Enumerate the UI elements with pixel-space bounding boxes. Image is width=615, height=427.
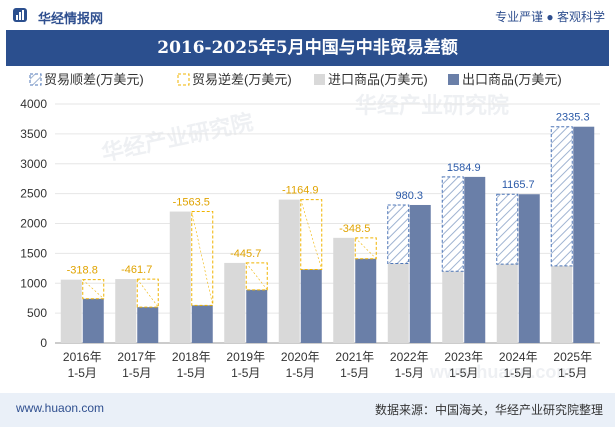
x-tick-label: 1-5月 (122, 366, 151, 380)
y-tick-label: 0 (40, 336, 47, 350)
legend-item: 出口商品(万美元) (448, 72, 562, 87)
export-bar (246, 289, 268, 343)
top-bar: 华经情报网 专业严谨 ● 客观科学 (0, 0, 615, 30)
deficit-diagonal (137, 278, 159, 308)
export-bar (518, 194, 540, 343)
x-tick-label: 1-5月 (177, 366, 206, 380)
import-bar (169, 211, 191, 343)
x-tick-label: 1-5月 (449, 366, 478, 380)
x-tick-label: 1-5月 (395, 366, 424, 380)
import-bar (551, 265, 573, 343)
legend-swatch-deficit (177, 73, 190, 86)
export-bar (300, 269, 322, 343)
surplus-box (387, 204, 410, 265)
surplus-box (550, 126, 573, 267)
import-bar (496, 264, 518, 343)
x-tick-label: 1-5月 (340, 366, 369, 380)
export-bar (191, 305, 213, 343)
deficit-diagonal (300, 199, 323, 270)
export-bar (355, 258, 377, 343)
export-bar (82, 298, 104, 343)
footer-bar: www.huaon.com 数据来源：中国海关，华经产业研究院整理 (0, 393, 615, 427)
brand-name: 华经情报网 (38, 11, 104, 26)
import-bar (224, 262, 246, 343)
balance-data-label: -348.5 (339, 223, 370, 235)
deficit-diagonal (355, 237, 377, 259)
deficit-box (82, 279, 105, 300)
chart-title: 2016-2025年5月中国与中非贸易差额 (157, 38, 458, 58)
y-tick-label: 2000 (20, 217, 47, 231)
footer-source: 数据来源：中国海关，华经产业研究院整理 (374, 403, 603, 417)
deficit-box (245, 262, 268, 291)
balance-data-label: -461.7 (121, 264, 152, 276)
y-tick-label: 4000 (20, 97, 47, 111)
surplus-box (441, 176, 464, 272)
balance-data-label: 980.3 (395, 190, 423, 202)
deficit-diagonal (246, 262, 268, 291)
x-tick-label: 2019年 (226, 350, 265, 364)
balance-data-label: 1584.9 (447, 162, 481, 174)
import-bar (60, 279, 82, 343)
y-tick-label: 3500 (20, 127, 47, 141)
x-tick-label: 2023年 (444, 350, 483, 364)
brand-logo-icon (13, 8, 27, 22)
legend-swatch-import (314, 74, 325, 85)
legend-item: 进口商品(万美元) (314, 72, 428, 87)
y-tick-label: 500 (27, 306, 47, 320)
deficit-box (300, 199, 323, 271)
x-tick-label: 1-5月 (231, 366, 260, 380)
legend-swatch-surplus (29, 73, 42, 86)
legend-item: 贸易顺差(万美元) (29, 72, 144, 87)
import-bar (333, 237, 355, 343)
export-bar (464, 176, 486, 343)
deficit-diagonal (82, 279, 104, 300)
export-bar (573, 126, 595, 343)
import-bar (387, 263, 409, 343)
y-tick-label: 2500 (20, 187, 47, 201)
export-bar (137, 307, 159, 343)
balance-data-label: -318.8 (67, 265, 98, 277)
x-tick-label: 2021年 (335, 350, 374, 364)
deficit-box (354, 237, 377, 260)
import-bar (115, 279, 137, 343)
balance-data-label: 1165.7 (502, 179, 535, 191)
deficit-diagonal (191, 211, 214, 306)
header-slogan: 专业严谨 ● 客观科学 (495, 10, 605, 24)
export-bar (409, 204, 431, 343)
x-tick-label: 1-5月 (286, 366, 315, 380)
x-tick-label: 1-5月 (504, 366, 533, 380)
x-tick-label: 2024年 (499, 350, 538, 364)
import-bar (278, 199, 300, 343)
balance-data-label: -1563.5 (173, 197, 210, 209)
legend-label: 出口商品(万美元) (462, 72, 562, 87)
legend-item: 贸易逆差(万美元) (177, 72, 292, 87)
x-tick-label: 2016年 (63, 350, 102, 364)
balance-data-label: -445.7 (230, 248, 261, 260)
x-tick-label: 1-5月 (558, 366, 587, 380)
legend-label: 贸易顺差(万美元) (44, 72, 144, 87)
x-tick-label: 2020年 (281, 350, 320, 364)
balance-data-label: 2335.3 (556, 112, 590, 124)
footer-website: www.huaon.com (16, 401, 105, 415)
y-tick-label: 3000 (20, 157, 47, 171)
y-tick-label: 1000 (20, 276, 47, 290)
import-bar (442, 271, 464, 343)
bar-chart: 贸易顺差(万美元) 贸易逆差(万美元) 进口商品(万美元) 出口商品(万美元) 0 500… (20, 72, 600, 380)
deficit-box (191, 211, 214, 306)
y-tick-label: 1500 (20, 246, 47, 260)
legend-swatch-export (448, 74, 459, 85)
legend-label: 贸易逆差(万美元) (192, 72, 292, 87)
legend-label: 进口商品(万美元) (328, 72, 428, 87)
surplus-box (496, 193, 519, 265)
title-bar: 2016-2025年5月中国与中非贸易差额 (6, 30, 609, 66)
x-tick-label: 1-5月 (68, 366, 97, 380)
x-tick-label: 2022年 (390, 350, 429, 364)
balance-data-label: -1164.9 (282, 185, 319, 197)
x-tick-label: 2025年 (553, 350, 592, 364)
x-tick-label: 2018年 (172, 350, 211, 364)
deficit-box (136, 278, 159, 308)
x-tick-label: 2017年 (117, 350, 156, 364)
